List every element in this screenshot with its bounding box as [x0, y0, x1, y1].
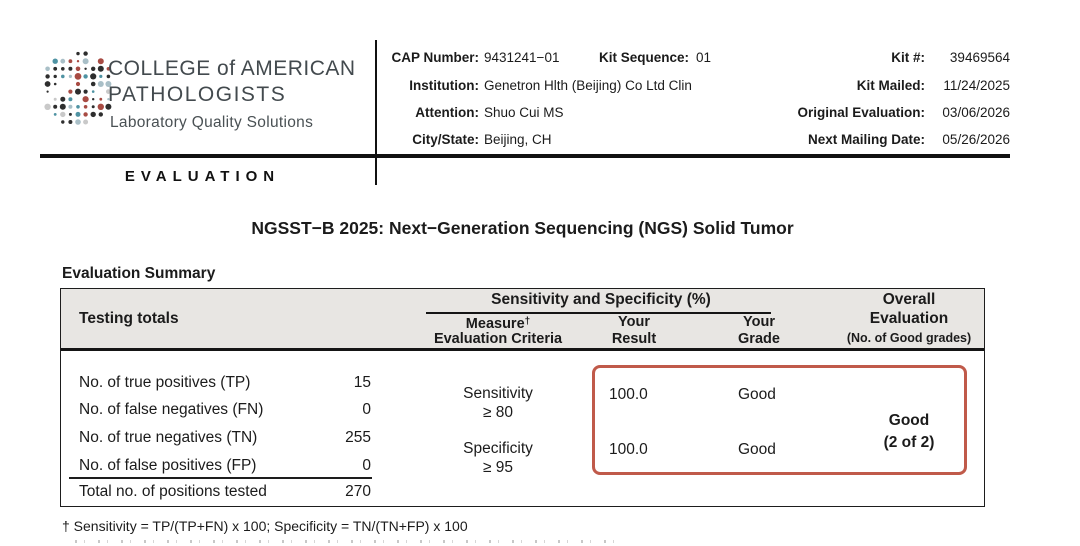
col-header-your-grade-line2: Grade: [738, 331, 780, 347]
col-header-your-result-line2: Result: [611, 331, 657, 347]
group-header-underline: [426, 312, 771, 314]
header-vertical-divider: [375, 40, 377, 185]
totals-row-value: 0: [362, 401, 371, 418]
original-evaluation-value: 03/06/2026: [942, 105, 1010, 120]
measure-criteria: ≥ 80: [482, 404, 514, 421]
totals-row-label: No. of false positives (FP): [79, 457, 257, 474]
measure-result: 100.0: [609, 441, 648, 458]
attention-label: Attention:: [415, 105, 479, 120]
totals-row-label: No. of true positives (TP): [79, 374, 251, 391]
totals-total-value: 270: [345, 483, 371, 500]
col-header-overall-line3: (No. of Good grades): [846, 331, 972, 345]
cap-dot-logo-icon: [36, 42, 120, 136]
next-mailing-date-label: Next Mailing Date:: [807, 132, 925, 147]
group-header-sensitivity-specificity: Sensitivity and Specificity (%): [491, 291, 711, 308]
col-header-your-result-line1: Your: [618, 314, 650, 330]
col-header-testing-totals: Testing totals: [79, 310, 179, 327]
measure-grade: Good: [738, 441, 776, 458]
overall-grade: Good: [888, 412, 930, 429]
institution-label: Institution:: [409, 78, 479, 93]
cap-number-label: CAP Number:: [391, 50, 479, 65]
org-name-line1: COLLEGE of AMERICAN: [108, 57, 356, 80]
evaluation-summary-table: Testing totals Sensitivity and Specifici…: [60, 288, 985, 507]
city-state-value: Beijing, CH: [484, 132, 552, 147]
cut-off-text-artifact: [75, 540, 625, 543]
totals-sum-underline: [69, 477, 372, 479]
dagger-icon: †: [524, 316, 531, 327]
totals-total-label: Total no. of positions tested: [79, 483, 267, 500]
evaluation-banner: EVALUATION: [124, 168, 281, 185]
org-name-line2: PATHOLOGISTS: [108, 83, 287, 106]
result-highlight-box: [592, 365, 967, 475]
measure-grade: Good: [738, 386, 776, 403]
overall-grade-count: (2 of 2): [883, 434, 935, 451]
col-header-overall-line2: Evaluation: [869, 310, 949, 327]
totals-row-value: 15: [353, 374, 371, 391]
col-header-your-grade-line1: Your: [743, 314, 775, 330]
table-header-band: Testing totals Sensitivity and Specifici…: [61, 289, 984, 351]
summary-heading: Evaluation Summary: [62, 265, 216, 282]
city-state-label: City/State:: [412, 132, 479, 147]
totals-row-label: No. of false negatives (FN): [79, 401, 264, 418]
sensitivity-specificity-footnote: † Sensitivity = TP/(TP+FN) x 100; Specif…: [62, 518, 468, 534]
cap-number-value: 9431241−01: [484, 50, 560, 65]
col-header-overall-line1: Overall: [882, 291, 936, 308]
col-header-measure: Measure†: [418, 313, 578, 333]
kit-mailed-value: 11/24/2025: [943, 78, 1010, 93]
measure-label: Measure: [465, 316, 525, 332]
kit-number-label: Kit #:: [891, 50, 925, 65]
measure-name: Sensitivity: [463, 385, 533, 402]
kit-number-value: 39469564: [949, 50, 1010, 65]
measure-result: 100.0: [609, 386, 648, 403]
kit-sequence-value: 01: [696, 50, 712, 65]
totals-row-value: 0: [362, 457, 371, 474]
kit-mailed-label: Kit Mailed:: [856, 78, 925, 93]
totals-row-value: 255: [345, 429, 371, 446]
org-tagline: Laboratory Quality Solutions: [110, 114, 314, 131]
col-header-evaluation-criteria: Evaluation Criteria: [433, 331, 563, 347]
measure-criteria: ≥ 95: [482, 459, 514, 476]
header-horizontal-rule: [40, 154, 1010, 158]
next-mailing-date-value: 05/26/2026: [942, 132, 1010, 147]
kit-sequence-label: Kit Sequence:: [598, 50, 689, 65]
measure-name: Specificity: [463, 440, 533, 457]
institution-value: Genetron Hlth (Beijing) Co Ltd Clin: [484, 78, 692, 93]
totals-row-label: No. of true negatives (TN): [79, 429, 258, 446]
document-title: NGSST−B 2025: Next−Generation Sequencing…: [251, 218, 794, 238]
attention-value: Shuo Cui MS: [484, 105, 564, 120]
original-evaluation-label: Original Evaluation:: [797, 105, 925, 120]
